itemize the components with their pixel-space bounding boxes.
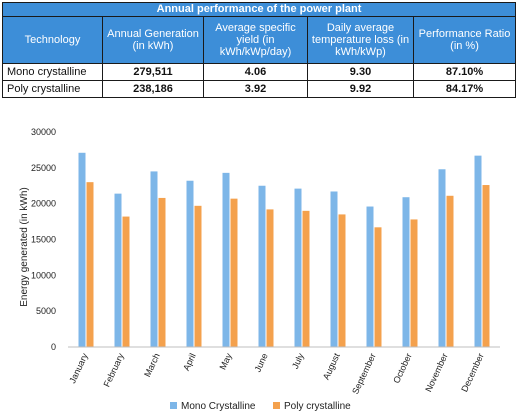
cell-performance-ratio: 84.17%	[412, 80, 517, 98]
header-performance-ratio: Performance Ratio (in %)	[412, 16, 517, 64]
x-tick-label: July	[290, 351, 306, 370]
bar-poly	[374, 227, 382, 347]
legend-label: Poly crystalline	[284, 401, 351, 412]
bar-mono	[366, 206, 374, 347]
header-annual-generation: Annual Generation (in kWh)	[102, 16, 204, 64]
bar-series	[78, 152, 490, 347]
bar-mono	[474, 155, 482, 347]
bar-poly	[446, 195, 454, 347]
bar-mono	[150, 171, 158, 347]
header-technology: Technology	[2, 16, 103, 64]
cell-technology: Poly crystalline	[2, 80, 103, 98]
y-tick-label: 25000	[31, 163, 56, 173]
y-tick-label: 10000	[31, 270, 56, 280]
bar-mono	[402, 197, 410, 347]
y-tick-label: 20000	[31, 199, 56, 209]
bar-mono	[78, 152, 86, 347]
x-tick-label: April	[181, 352, 198, 373]
x-tick-label: February	[102, 351, 126, 388]
table-row: Mono crystalline 279,511 4.06 9.30 87.10…	[2, 63, 517, 81]
x-tick-label: November	[423, 352, 450, 394]
x-tick-label: August	[321, 351, 342, 381]
performance-table: Annual performance of the power plant Te…	[1, 2, 517, 98]
cell-technology: Mono crystalline	[2, 63, 103, 81]
bar-mono	[186, 180, 194, 347]
bar-poly	[86, 182, 94, 347]
x-tick-label: January	[67, 351, 90, 385]
cell-temperature-loss: 9.92	[307, 80, 414, 98]
bar-poly	[338, 214, 346, 347]
bar-poly	[482, 185, 490, 347]
table-row: Poly crystalline 238,186 3.92 9.92 84.17…	[2, 80, 517, 98]
y-tick-label: 15000	[31, 235, 56, 245]
y-tick-label: 0	[51, 342, 56, 352]
header-temperature-loss: Daily average temperature loss (in kWh/k…	[307, 16, 414, 64]
bar-poly	[194, 205, 202, 347]
x-tick-label: May	[218, 351, 234, 371]
bar-poly	[266, 209, 274, 347]
legend-label: Mono Crystalline	[181, 401, 256, 412]
cell-annual-generation: 238,186	[102, 80, 204, 98]
cell-specific-yield: 3.92	[203, 80, 308, 98]
chart-legend: Mono Crystalline Poly crystalline	[170, 401, 351, 412]
legend-swatch	[170, 402, 177, 409]
bar-poly	[230, 198, 238, 347]
bar-poly	[410, 219, 418, 347]
bar-mono	[294, 188, 302, 347]
y-axis: 0 5000 10000 15000 20000 25000 30000	[31, 127, 56, 352]
legend-swatch	[273, 402, 280, 409]
y-axis-title: Energy generated (in kWh)	[19, 187, 30, 307]
bar-mono	[438, 169, 446, 347]
bar-mono	[258, 185, 266, 347]
x-tick-label: March	[142, 352, 162, 379]
x-tick-label: October	[391, 352, 414, 385]
x-tick-label: September	[350, 352, 378, 396]
cell-temperature-loss: 9.30	[307, 63, 414, 81]
bar-mono	[330, 191, 338, 347]
header-specific-yield: Average specific yield (in kWh/kWp/day)	[203, 16, 308, 64]
x-axis: January February March April May June July Augu…	[67, 346, 500, 396]
x-tick-label: December	[459, 352, 486, 394]
cell-specific-yield: 4.06	[203, 63, 308, 81]
y-tick-label: 30000	[31, 127, 56, 137]
bar-poly	[302, 210, 310, 347]
x-tick-label: June	[252, 352, 269, 374]
cell-performance-ratio: 87.10%	[412, 63, 517, 81]
cell-annual-generation: 279,511	[102, 63, 204, 81]
bar-mono	[114, 193, 122, 347]
monthly-energy-bar-chart: 0 5000 10000 15000 20000 25000 30000 January Fe…	[19, 127, 500, 412]
bar-mono	[222, 172, 230, 347]
bar-poly	[158, 197, 166, 347]
bar-poly	[122, 216, 130, 347]
y-tick-label: 5000	[36, 306, 56, 316]
table-title: Annual performance of the power plant	[1, 2, 517, 17]
